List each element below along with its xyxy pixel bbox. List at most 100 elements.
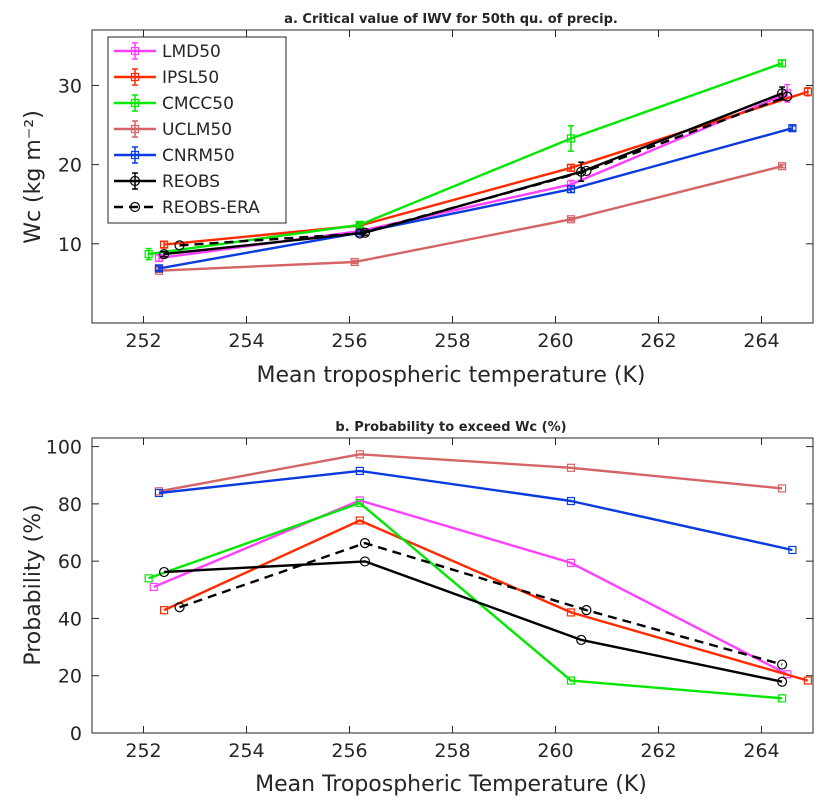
- panel-a-ticks: 252 254 256 258 260 262 264 10 20 30: [58, 30, 813, 352]
- a-ytick-label: 10: [58, 234, 82, 256]
- b-data-point-ipsl50: [566, 608, 576, 617]
- panel-a: a. Critical value of IWV for 50th qu. of…: [21, 12, 814, 388]
- panel-b: b. Probability to exceed Wc (%) 252 254 25…: [21, 420, 814, 797]
- b-data-point-uclm50: [355, 450, 364, 459]
- legend-label: CNRM50: [162, 146, 235, 166]
- a-data-point-ipsl50: [160, 240, 169, 249]
- b-data-point-reobs: [159, 566, 170, 578]
- legend-label: CMCC50: [162, 94, 234, 114]
- b-series-reobs: [159, 556, 788, 687]
- b-xtick-label: 260: [537, 740, 573, 762]
- b-data-point-uclm50: [777, 484, 787, 493]
- a-series-line-uclm50: [158, 165, 783, 272]
- b-data-point-ipsl50: [803, 676, 812, 685]
- b-xtick-label: 256: [331, 740, 367, 762]
- b-series-cnrm50: [154, 466, 797, 555]
- a-series-line-cnrm50: [158, 127, 793, 270]
- legend-marker: [129, 175, 141, 187]
- b-ytick-label: 20: [58, 666, 82, 688]
- b-ytick-label: 80: [58, 494, 82, 516]
- legend-marker: [130, 46, 140, 56]
- b-data-point-reobs-era: [581, 605, 592, 616]
- legend-item-cnrm50: CNRM50: [114, 146, 235, 166]
- b-data-point-reobs-era: [776, 659, 788, 670]
- legend-marker: [130, 72, 140, 82]
- legend-item-lmd50: LMD50: [114, 42, 221, 62]
- b-data-point-cnrm50: [355, 466, 364, 476]
- legend-marker: [130, 150, 140, 160]
- a-xtick-label: 256: [331, 330, 367, 352]
- a-data-point-reobs-era: [782, 91, 793, 102]
- panel-b-title: b. Probability to exceed Wc (%): [335, 420, 566, 435]
- panel-a-xlabel: Mean tropospheric temperature (K): [256, 363, 645, 388]
- a-series-reobs-era: [174, 91, 793, 251]
- b-series-line-reobs-era: [179, 541, 783, 666]
- b-ytick-label: 100: [46, 437, 82, 459]
- a-data-point-reobs-era: [354, 228, 365, 239]
- panel-a-ylabel: Wc (kg m⁻²): [21, 110, 46, 244]
- b-series-line-reobs: [164, 560, 783, 683]
- a-data-point-reobs: [576, 166, 587, 177]
- a-data-point-reobs-era: [581, 165, 592, 177]
- panel-b-axes-box: [91, 437, 814, 734]
- panel-b-ylabel: Probability (%): [21, 504, 46, 665]
- a-data-point-reobs: [776, 88, 788, 99]
- a-xtick-label: 260: [537, 330, 573, 352]
- b-data-point-reobs: [359, 556, 371, 567]
- panel-b-xlabel: Mean Tropospheric Temperature (K): [255, 772, 647, 797]
- a-data-point-cmcc50: [144, 250, 153, 259]
- a-data-point-uclm50: [566, 215, 576, 224]
- a-data-point-cnrm50: [566, 185, 576, 194]
- b-data-point-ipsl50: [160, 606, 169, 615]
- b-series-line-ipsl50: [163, 519, 809, 682]
- a-series-line-reobs: [163, 92, 783, 256]
- b-data-point-cmcc50: [566, 676, 576, 685]
- panel-b-ticks: 252 254 256 258 260 262 264 0 20 40 60 80 100: [46, 437, 813, 762]
- a-xtick-label: 262: [640, 330, 676, 352]
- b-series-line-uclm50: [158, 453, 783, 493]
- a-data-point-cmcc50: [777, 59, 787, 68]
- b-data-point-lmd50: [149, 582, 158, 592]
- a-ytick-label: 20: [58, 155, 82, 177]
- legend-marker: [130, 98, 140, 108]
- legend-label: REOBS: [162, 172, 220, 192]
- b-xtick-label: 264: [743, 740, 779, 762]
- a-data-point-cmcc50: [566, 134, 576, 143]
- legend-item-uclm50: UCLM50: [114, 120, 232, 140]
- b-xtick-label: 258: [434, 740, 470, 762]
- a-xtick-label: 254: [228, 330, 264, 352]
- legend-item-cmcc50: CMCC50: [114, 94, 234, 114]
- b-series-reobs-era: [174, 538, 788, 670]
- legend-label: LMD50: [162, 42, 221, 62]
- a-data-point-reobs: [159, 249, 170, 260]
- b-series-line-cnrm50: [158, 469, 793, 552]
- a-ytick-label: 30: [58, 75, 82, 97]
- b-series-uclm50: [154, 450, 787, 496]
- panel-b-series: [144, 450, 812, 703]
- panel-a-series: [144, 59, 812, 275]
- b-data-point-cmcc50: [355, 498, 364, 508]
- a-xtick-label: 258: [434, 330, 470, 352]
- legend: LMD50 IPSL50 CMCC50 UCLM50 CNRM50 REOBS REOBS-…: [107, 36, 287, 224]
- b-series-line-lmd50: [153, 499, 788, 676]
- b-xtick-label: 254: [228, 740, 264, 762]
- b-data-point-cnrm50: [154, 488, 164, 498]
- a-xtick-label: 252: [125, 330, 161, 352]
- legend-label: REOBS-ERA: [162, 198, 260, 218]
- legend-label: UCLM50: [162, 120, 232, 140]
- legend-marker: [129, 201, 141, 213]
- a-data-point-uclm50: [777, 162, 787, 171]
- b-series-ipsl50: [160, 516, 812, 685]
- a-series-cmcc50: [144, 59, 787, 261]
- b-data-point-cnrm50: [788, 545, 797, 555]
- a-data-point-cnrm50: [788, 124, 797, 133]
- b-xtick-label: 252: [125, 740, 161, 762]
- b-data-point-cnrm50: [566, 496, 576, 506]
- a-data-point-cnrm50: [154, 264, 164, 273]
- a-series-line-reobs-era: [179, 95, 788, 247]
- a-xtick-label: 264: [743, 330, 779, 352]
- b-data-point-cmcc50: [777, 694, 787, 703]
- b-data-point-reobs-era: [359, 538, 371, 549]
- a-series-line-cmcc50: [148, 62, 783, 256]
